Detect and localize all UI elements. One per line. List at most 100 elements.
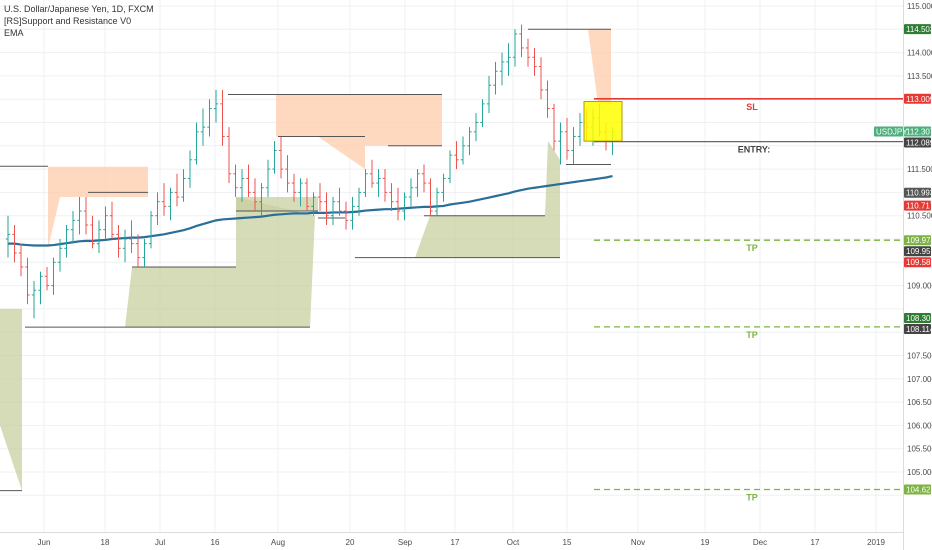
candle [551,103,557,151]
price-tag: 110.717 [904,200,932,211]
candle [194,122,199,165]
time-tick-label: Jul [155,538,165,547]
time-tick-label: 19 [701,538,710,547]
candle [571,127,576,165]
candle [142,239,147,267]
resistance-zone [588,29,611,104]
candle [350,197,355,230]
candle [239,169,245,202]
candle [64,225,69,258]
candle [31,280,37,319]
price-tick-label: 113.500 [907,72,932,81]
price-tick-label: 107.500 [907,352,932,361]
candle [382,169,388,202]
candle [428,178,433,216]
candle [558,122,563,165]
candle [506,43,511,76]
candle [51,257,56,295]
candle [356,187,362,216]
time-tick-label: Jun [38,538,51,547]
entry-label: ENTRY: [738,145,771,155]
price-tag-label: 112.307 [906,127,932,136]
price-tag-bg [904,246,931,257]
candle [213,89,219,123]
candle [408,178,414,207]
candle [447,150,453,184]
price-tag: 109.974 [904,235,932,246]
candle [363,169,368,198]
time-tick-label: 18 [101,538,110,547]
grid [0,0,904,550]
legend-indicator-ema: EMA [4,28,24,38]
price-tag: 112.089 [904,137,932,148]
time-tick-label: 17 [811,538,820,547]
candle [298,178,303,207]
candle [161,183,167,216]
candle [5,215,11,258]
price-tag-bg [904,200,931,211]
candle [415,169,420,198]
price-tick-label: 109.000 [907,282,932,291]
candle [324,192,329,226]
time-tick-label: 17 [451,538,460,547]
candle [441,173,446,202]
symbol-tag-bg [874,126,903,137]
candle [168,187,173,221]
price-axis[interactable]: 115.000 114.000 113.500 111.500 110.500 109.0… [874,2,932,495]
candle [246,164,251,198]
legend-indicator-sr: [RS]Support and Resistance V0 [4,16,131,26]
candle [109,201,115,239]
candle [90,215,95,249]
ema-path [8,175,613,247]
legend: U.S. Dollar/Japanese Yen, 1D, FXCM [RS]S… [4,4,154,38]
candle [187,150,193,188]
time-tick-label: 16 [211,538,220,547]
time-axis[interactable]: Jun 18 Jul 16 Aug 20 Sep 17 Oct 15 Nov 19 Dec 17 2019 [38,538,886,547]
time-tick-label: 2019 [867,538,885,547]
time-tick-label: Aug [271,538,285,547]
candle [38,271,43,305]
price-tick-label: 106.000 [907,421,932,430]
support-zone [415,141,560,258]
price-tag: 113.009 [904,93,932,104]
price-tag: 109.589 [904,257,932,268]
price-tick-label: 105.500 [907,445,932,454]
price-tag: 104.625 [904,484,932,495]
candle [252,178,258,212]
price-tag-label: 108.114 [906,325,932,334]
candle [369,159,375,188]
price-tick-label: 107.000 [907,375,932,384]
candle [272,141,277,174]
candle [486,75,492,114]
candle [577,113,583,146]
candle [77,197,82,235]
price-tag-bg [904,137,931,148]
candle [337,187,342,216]
candle [12,225,17,263]
sl-label: SL [746,102,758,112]
candle [220,89,225,146]
price-tag-label: 109.974 [906,236,932,245]
sr-zones [0,29,611,491]
legend-symbol: U.S. Dollar/Japanese Yen, 1D, FXCM [4,4,154,14]
price-tag-label: 112.089 [906,138,932,147]
candles [5,24,615,319]
candle [564,117,570,160]
support-zone [236,197,318,212]
candle [148,211,154,249]
price-tick-label: 110.500 [907,212,932,221]
candle [207,99,212,137]
price-tag-label: 110.993 [906,189,932,198]
price-tick-label: 115.000 [907,2,932,11]
candle [499,52,505,86]
candle [291,173,297,202]
price-tag-label: 108.306 [906,314,932,323]
price-tag-bg [904,484,931,495]
candle [317,183,323,212]
candle [226,127,232,184]
candle [395,187,401,221]
candle [311,192,316,216]
candle [57,239,63,272]
